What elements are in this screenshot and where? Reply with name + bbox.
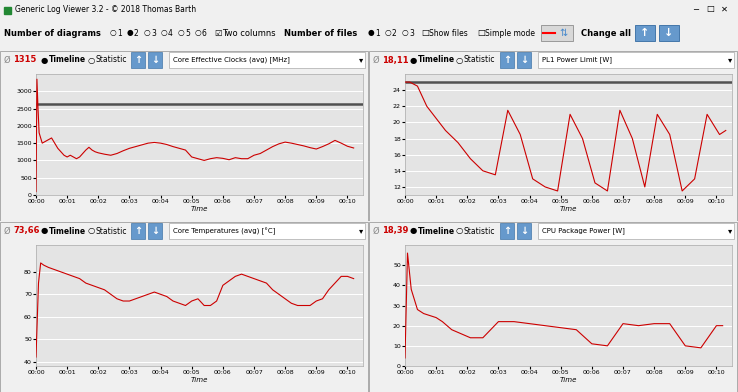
Text: ●: ● xyxy=(410,56,417,65)
Bar xyxy=(517,223,531,239)
Bar xyxy=(659,25,679,41)
Text: Statistic: Statistic xyxy=(464,56,495,65)
Text: 1315: 1315 xyxy=(13,56,36,65)
Text: ↑: ↑ xyxy=(503,55,511,65)
Text: Core Effective Clocks (avg) [MHz]: Core Effective Clocks (avg) [MHz] xyxy=(173,56,290,64)
Text: 18,39: 18,39 xyxy=(382,227,408,236)
Text: Timeline: Timeline xyxy=(418,56,455,65)
Text: Simple mode: Simple mode xyxy=(485,29,535,38)
Text: ●: ● xyxy=(41,56,48,65)
Bar xyxy=(169,52,365,68)
Text: PL1 Power Limit [W]: PL1 Power Limit [W] xyxy=(542,56,612,64)
Text: Timeline: Timeline xyxy=(49,227,86,236)
X-axis label: Time: Time xyxy=(560,377,577,383)
Text: Statistic: Statistic xyxy=(95,56,126,65)
Text: Generic Log Viewer 3.2 - © 2018 Thomas Barth: Generic Log Viewer 3.2 - © 2018 Thomas B… xyxy=(15,4,196,13)
Text: ○: ○ xyxy=(178,29,184,38)
Text: ↓: ↓ xyxy=(664,28,674,38)
Text: Statistic: Statistic xyxy=(95,227,126,236)
Bar xyxy=(148,52,162,68)
Text: ▾: ▾ xyxy=(359,56,363,65)
Text: ⇅: ⇅ xyxy=(559,28,567,38)
Text: 4: 4 xyxy=(168,29,173,38)
Text: Ø: Ø xyxy=(4,227,10,236)
Text: ↓: ↓ xyxy=(151,226,159,236)
Text: □: □ xyxy=(477,29,485,38)
Text: ●: ● xyxy=(127,29,134,38)
Text: ▾: ▾ xyxy=(728,227,732,236)
Text: ↑: ↑ xyxy=(503,226,511,236)
Text: Number of diagrams: Number of diagrams xyxy=(4,29,101,38)
Bar xyxy=(169,223,365,239)
Text: 1: 1 xyxy=(375,29,380,38)
X-axis label: Time: Time xyxy=(560,205,577,212)
Bar xyxy=(131,52,145,68)
Text: ↑: ↑ xyxy=(134,55,142,65)
Bar xyxy=(538,223,734,239)
Bar xyxy=(538,52,734,68)
Text: ↓: ↓ xyxy=(520,55,528,65)
Text: Two columns: Two columns xyxy=(222,29,275,38)
Bar xyxy=(517,52,531,68)
Text: ○: ○ xyxy=(402,29,409,38)
X-axis label: Time: Time xyxy=(191,377,208,383)
Text: Ø: Ø xyxy=(4,56,10,65)
Text: Number of files: Number of files xyxy=(284,29,357,38)
Bar xyxy=(148,223,162,239)
Text: 2: 2 xyxy=(134,29,139,38)
Text: ○: ○ xyxy=(87,56,94,65)
Text: Core Temperatures (avg) [°C]: Core Temperatures (avg) [°C] xyxy=(173,227,275,235)
Text: ○: ○ xyxy=(87,227,94,236)
Text: ●: ● xyxy=(368,29,375,38)
Text: □: □ xyxy=(706,4,714,13)
Text: ↑: ↑ xyxy=(134,226,142,236)
Text: ─: ─ xyxy=(694,4,698,13)
Text: Ø: Ø xyxy=(373,227,379,236)
Text: □: □ xyxy=(421,29,429,38)
Text: ●: ● xyxy=(41,227,48,236)
Text: CPU Package Power [W]: CPU Package Power [W] xyxy=(542,228,625,234)
Text: ☑: ☑ xyxy=(214,29,221,38)
Bar xyxy=(635,25,655,41)
Text: ▾: ▾ xyxy=(728,56,732,65)
Text: ↓: ↓ xyxy=(520,226,528,236)
Text: Statistic: Statistic xyxy=(464,227,495,236)
Bar xyxy=(500,223,514,239)
Text: Show files: Show files xyxy=(429,29,468,38)
Text: ○: ○ xyxy=(385,29,392,38)
Text: ○: ○ xyxy=(144,29,151,38)
Text: ↑: ↑ xyxy=(641,28,649,38)
Text: 3: 3 xyxy=(409,29,414,38)
Text: 3: 3 xyxy=(151,29,156,38)
Text: ↓: ↓ xyxy=(151,55,159,65)
Text: ○: ○ xyxy=(161,29,168,38)
Text: ●: ● xyxy=(410,227,417,236)
Text: ○: ○ xyxy=(195,29,201,38)
Text: Change all: Change all xyxy=(581,29,631,38)
Bar xyxy=(4,7,11,14)
Bar xyxy=(541,25,573,41)
Text: Timeline: Timeline xyxy=(418,227,455,236)
Text: ✕: ✕ xyxy=(720,4,728,13)
Text: 6: 6 xyxy=(202,29,207,38)
Text: ○: ○ xyxy=(456,227,463,236)
Text: 5: 5 xyxy=(185,29,190,38)
X-axis label: Time: Time xyxy=(191,205,208,212)
Text: ○: ○ xyxy=(456,56,463,65)
Text: 1: 1 xyxy=(117,29,122,38)
Text: Timeline: Timeline xyxy=(49,56,86,65)
Text: ▾: ▾ xyxy=(359,227,363,236)
Text: ○: ○ xyxy=(110,29,117,38)
Bar xyxy=(500,52,514,68)
Text: 73,66: 73,66 xyxy=(13,227,40,236)
Bar xyxy=(131,223,145,239)
Text: 2: 2 xyxy=(392,29,397,38)
Text: 18,11: 18,11 xyxy=(382,56,409,65)
Text: Ø: Ø xyxy=(373,56,379,65)
